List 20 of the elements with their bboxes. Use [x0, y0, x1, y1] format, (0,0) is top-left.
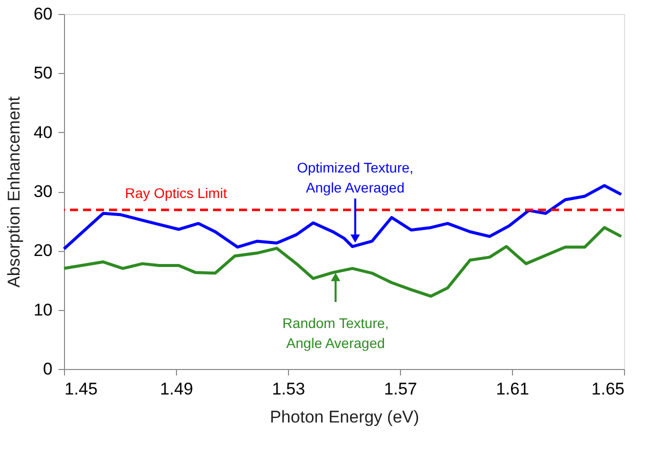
y-tick-label: 30 — [34, 182, 52, 201]
y-axis-title: Absorption Enhancement — [4, 96, 24, 288]
line-series — [62, 226, 623, 298]
x-tick-label: 1.49 — [160, 380, 194, 398]
annotation: Optimized Texture, Angle Averaged — [296, 160, 414, 196]
y-tick-label: 20 — [34, 241, 52, 260]
x-tick-label: 1.65 — [591, 380, 624, 398]
y-tick-label: 60 — [34, 4, 52, 24]
y-tick-label: 10 — [34, 300, 52, 320]
y-tick-label: 40 — [34, 122, 52, 142]
ref-line-label: Ray Optics Limit — [125, 184, 228, 201]
x-tick-label: 1.45 — [64, 380, 98, 398]
y-tick-label: 0 — [43, 360, 52, 378]
line-series — [62, 184, 623, 250]
x-axis-title: Photon Energy (eV) — [270, 408, 420, 426]
annotation: Random Texture, Angle Averaged — [282, 314, 389, 351]
x-tick-label: 1.57 — [384, 380, 418, 398]
x-tick-label: 1.61 — [496, 380, 530, 398]
y-tick-label: 50 — [34, 64, 52, 83]
x-tick-label: 1.53 — [272, 380, 306, 398]
